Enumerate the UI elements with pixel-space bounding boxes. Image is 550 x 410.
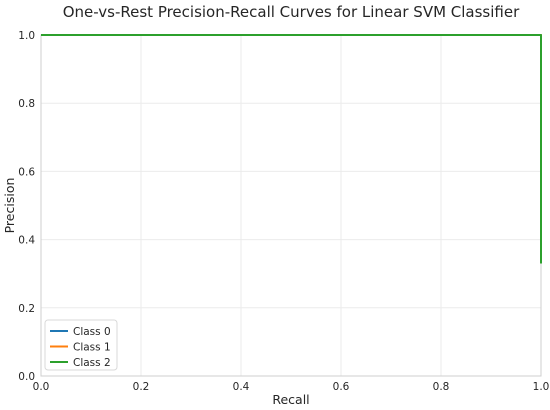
y-axis-label: Precision [2, 178, 17, 234]
series-line-class-1 [41, 34, 542, 264]
legend-label-class-1: Class 1 [73, 342, 111, 354]
y-tick-label: 0.6 [18, 166, 35, 178]
series-line-class-0 [41, 34, 542, 264]
legend-label-class-2: Class 2 [73, 357, 111, 369]
y-tick-label: 0.0 [18, 371, 35, 383]
series-line-class-2 [41, 34, 542, 264]
y-tick-label: 0.4 [18, 235, 35, 247]
series-layer [41, 34, 542, 264]
legend-box [44, 319, 118, 371]
x-axis-label: Recall [272, 392, 309, 407]
y-axis-ticks: 0.0 0.2 0.4 0.6 0.8 1.0 [18, 30, 35, 383]
x-tick-label: 0.2 [133, 381, 150, 393]
x-tick-label: 0.0 [33, 381, 50, 393]
legend-label-class-0: Class 0 [73, 326, 111, 338]
x-tick-label: 0.6 [333, 381, 350, 393]
x-tick-label: 1.0 [533, 381, 550, 393]
legend-items: Class 0 Class 1 Class 2 [50, 326, 111, 369]
chart-title: One-vs-Rest Precision-Recall Curves for … [63, 3, 520, 21]
y-tick-label: 0.2 [18, 303, 35, 315]
x-tick-label: 0.4 [233, 381, 250, 393]
legend: Class 0 Class 1 Class 2 [44, 319, 118, 371]
y-tick-label: 1.0 [18, 30, 35, 42]
y-tick-label: 0.8 [18, 98, 35, 110]
x-tick-label: 0.8 [433, 381, 450, 393]
x-axis-ticks: 0.0 0.2 0.4 0.6 0.8 1.0 [33, 381, 550, 393]
